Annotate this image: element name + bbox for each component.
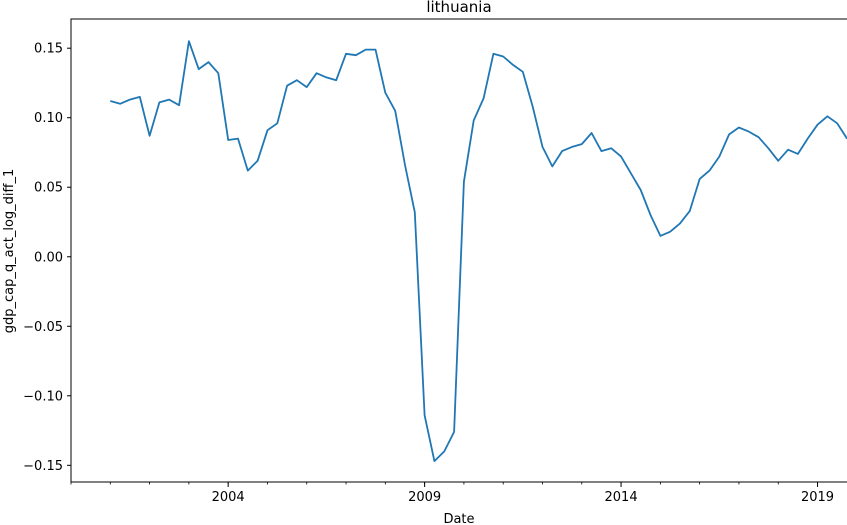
x-tick-label: 2009	[408, 490, 441, 505]
x-tick-label: 2019	[801, 490, 834, 505]
y-axis-label: gdp_cap_q_act_log_diff_1	[2, 169, 17, 334]
y-axis: 0.15 0.10 0.05 0.00 −0.05 −0.10 −0.15	[23, 42, 71, 474]
x-tick-label: 2004	[212, 490, 245, 505]
y-tick-label: 0.05	[34, 181, 63, 196]
y-tick-label: −0.15	[23, 459, 63, 474]
series-line	[110, 40, 847, 462]
chart-title: lithuania	[426, 0, 491, 16]
x-axis-label: Date	[443, 512, 474, 525]
plot-frame	[70, 18, 847, 483]
plot-area	[70, 18, 847, 483]
y-tick-label: 0.00	[34, 250, 63, 265]
y-tick-label: 0.10	[34, 111, 63, 126]
x-axis: 2004 2009 2014 2019	[70, 482, 834, 505]
y-tick-label: 0.15	[34, 42, 63, 57]
y-tick-label: −0.05	[23, 320, 63, 335]
x-tick-label: 2014	[605, 490, 638, 505]
y-tick-label: −0.10	[23, 389, 63, 404]
